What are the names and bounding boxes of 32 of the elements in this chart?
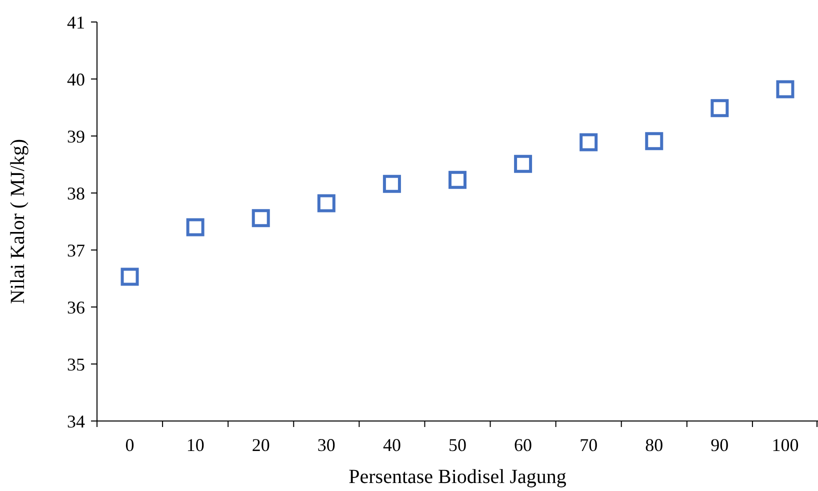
x-tick-label: 100 xyxy=(772,435,799,455)
y-tick-label: 37 xyxy=(67,240,85,260)
point xyxy=(776,80,794,98)
point xyxy=(710,99,729,118)
y-axis-title: Nilai Kalor ( MJ/kg) xyxy=(7,139,29,304)
x-tick-label: 50 xyxy=(448,435,466,455)
point xyxy=(580,133,598,152)
point xyxy=(514,154,532,173)
point xyxy=(120,268,139,286)
point xyxy=(317,194,336,212)
y-tick-label: 40 xyxy=(67,69,85,90)
x-tick-label: 0 xyxy=(125,435,134,455)
y-tick-label: 35 xyxy=(67,354,85,374)
x-tick-label: 30 xyxy=(317,435,336,455)
x-tick-label: 70 xyxy=(580,435,598,455)
x-tick-label: 60 xyxy=(514,435,532,455)
x-tick-label: 90 xyxy=(710,435,729,455)
point xyxy=(252,209,270,228)
point xyxy=(382,174,401,193)
y-tick-label: 38 xyxy=(67,183,85,204)
x-tick-label: 80 xyxy=(645,435,664,455)
x-axis-title: Persentase Biodisel Jagung xyxy=(348,466,566,488)
y-tick-label: 36 xyxy=(67,297,85,318)
x-tick-label: 40 xyxy=(382,435,401,455)
point xyxy=(645,132,664,150)
point xyxy=(186,218,204,236)
point xyxy=(448,170,466,189)
y-tick-label: 34 xyxy=(67,411,85,432)
y-tick-label: 41 xyxy=(67,12,85,32)
y-tick-label: 39 xyxy=(67,126,85,146)
x-tick-label: 20 xyxy=(252,435,270,455)
x-tick-label: 10 xyxy=(186,435,204,455)
